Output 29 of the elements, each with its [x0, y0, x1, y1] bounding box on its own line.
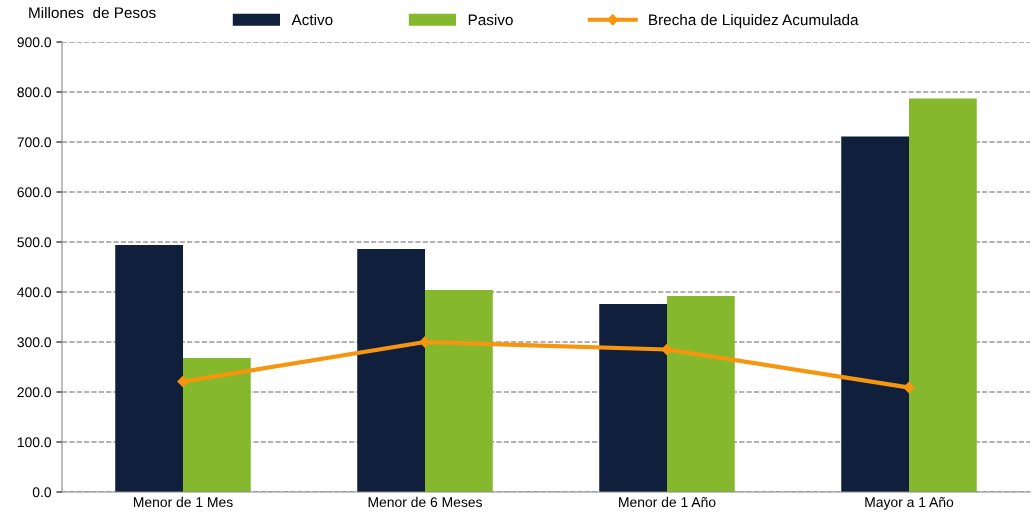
bar — [667, 296, 735, 492]
x-tick-label: Menor de 1 Año — [619, 496, 716, 508]
bar — [599, 304, 667, 492]
y-tick-label: 200.0 — [17, 387, 52, 398]
point — [903, 381, 915, 394]
bar — [183, 358, 251, 492]
bar — [909, 98, 977, 492]
y-tick-label: 400.0 — [17, 287, 52, 298]
y-tick-label: 700.0 — [17, 137, 52, 148]
bar — [425, 290, 493, 492]
y-tick-label: 300.0 — [17, 337, 52, 348]
bar — [115, 245, 183, 492]
point — [177, 375, 189, 388]
legend-label: Brecha de Liquidez Acumulada — [649, 14, 859, 29]
y-axis-title: Millones de Pesos — [29, 6, 156, 19]
x-tick-label: Mayor a 1 Año — [865, 496, 954, 510]
x-tick-label: Menor de 1 Mes — [133, 496, 233, 508]
legend-label: Pasivo — [468, 14, 513, 26]
y-tick-label: 800.0 — [17, 87, 52, 98]
bar — [841, 136, 909, 492]
y-tick-label: 0.0 — [32, 487, 52, 498]
y-tick-label: 100.0 — [17, 437, 52, 448]
y-tick-label: 900.0 — [17, 37, 52, 48]
x-tick-label: Menor de 6 Meses — [368, 496, 483, 508]
bar — [357, 249, 425, 492]
point — [661, 343, 673, 356]
legend-label: Activo — [291, 14, 333, 26]
y-tick-label: 600.0 — [17, 187, 52, 198]
y-tick-label: 500.0 — [17, 237, 52, 248]
